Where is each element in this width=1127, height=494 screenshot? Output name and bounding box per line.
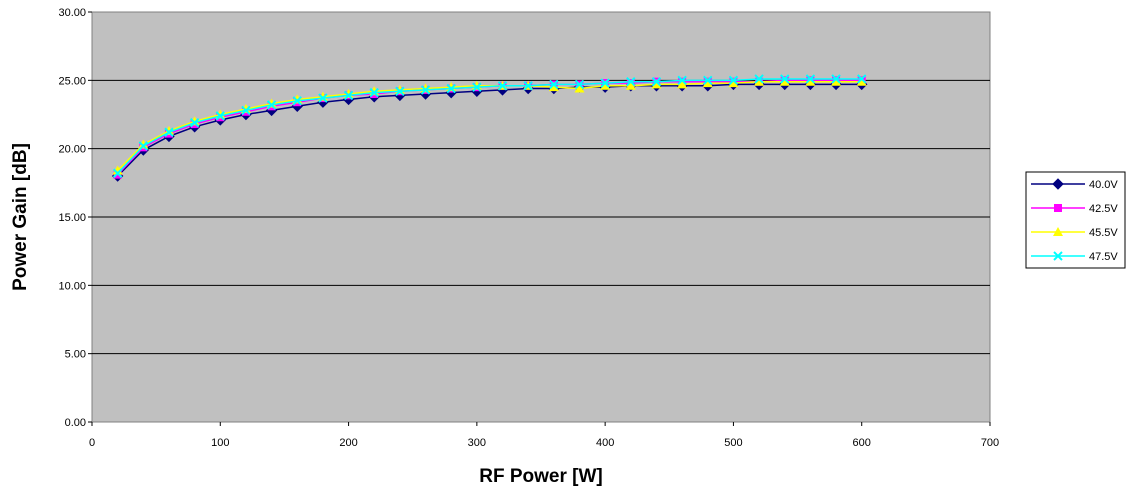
- data-point: [677, 79, 688, 89]
- data-point: [805, 74, 816, 84]
- data-point: [163, 125, 174, 135]
- data-point: [472, 82, 482, 92]
- series-2: [112, 76, 867, 175]
- data-point: [857, 74, 867, 84]
- data-point: [318, 93, 328, 103]
- data-point: [702, 78, 713, 88]
- data-point: [831, 74, 841, 84]
- y-tick-label: 30.00: [58, 7, 86, 19]
- data-point: [138, 139, 149, 149]
- legend-label: 45.5V: [1089, 227, 1118, 239]
- data-point: [343, 90, 354, 101]
- data-point: [549, 79, 559, 90]
- legend-marker: [1053, 227, 1063, 236]
- legend-box: [1025, 171, 1126, 269]
- data-point: [523, 81, 533, 91]
- legend-marker: [1054, 204, 1062, 212]
- legend-marker: [1052, 178, 1064, 190]
- data-point: [780, 74, 790, 84]
- y-tick-label: 0.00: [65, 417, 86, 429]
- x-tick-label: 200: [339, 437, 357, 449]
- data-point: [651, 79, 662, 89]
- y-axis-ticks: 0.00 5.00 10.00 15.00 20.00 25.00 30.00: [58, 7, 92, 429]
- data-point: [754, 76, 765, 86]
- data-point: [703, 75, 713, 86]
- data-point: [241, 105, 251, 116]
- legend-item: 42.5V: [1031, 203, 1118, 215]
- x-tick-label: 300: [468, 437, 486, 449]
- legend-item: 45.5V: [1031, 227, 1118, 239]
- y-tick-label: 20.00: [58, 144, 86, 156]
- y-axis-title: Power Gain [dB]: [10, 143, 31, 291]
- y-tick-label: 25.00: [58, 75, 86, 87]
- series-3: [112, 74, 867, 178]
- y-tick-label: 5.00: [65, 349, 86, 361]
- data-point: [779, 76, 790, 86]
- x-axis-ticks: 0 100 200 300 400 500 600 700: [89, 422, 999, 449]
- data-point: [728, 78, 739, 88]
- legend: 40.0V 42.5V 45.5V 47.5V: [1025, 171, 1126, 269]
- legend-label: 42.5V: [1089, 203, 1118, 215]
- data-point: [651, 76, 662, 87]
- legend-item: 40.0V: [1031, 178, 1118, 191]
- data-point: [831, 76, 842, 86]
- data-point: [292, 96, 302, 106]
- data-point: [420, 85, 431, 95]
- x-tick-label: 400: [596, 437, 614, 449]
- x-axis-title: RF Power [W]: [479, 466, 603, 487]
- data-point: [215, 111, 225, 121]
- data-point: [754, 74, 764, 84]
- y-tick-label: 10.00: [58, 280, 86, 292]
- data-point: [574, 83, 585, 93]
- legend-marker: [1053, 251, 1063, 261]
- legend-label: 47.5V: [1089, 251, 1118, 263]
- data-point: [112, 168, 123, 178]
- data-point: [625, 80, 636, 90]
- data-point: [856, 76, 867, 86]
- data-point: [728, 75, 739, 86]
- legend-item: 47.5V: [1031, 251, 1118, 263]
- legend-label: 40.0V: [1089, 179, 1118, 191]
- data-point: [266, 100, 277, 110]
- data-point: [626, 76, 636, 87]
- series-line: [117, 78, 862, 174]
- data-point: [446, 83, 456, 94]
- data-point: [677, 75, 687, 86]
- data-point: [112, 165, 123, 175]
- data-point: [138, 141, 149, 151]
- data-point: [395, 86, 405, 96]
- data-point: [548, 82, 559, 92]
- data-point: [164, 127, 174, 137]
- data-point: [600, 78, 610, 88]
- x-tick-label: 600: [853, 437, 871, 449]
- series-group: [111, 74, 868, 182]
- x-tick-label: 0: [89, 437, 95, 449]
- data-point: [189, 117, 200, 128]
- data-point: [805, 76, 816, 86]
- data-point: [574, 79, 585, 90]
- x-tick-label: 100: [211, 437, 229, 449]
- data-point: [600, 80, 611, 90]
- y-tick-label: 15.00: [58, 212, 86, 224]
- data-point: [369, 87, 379, 98]
- data-point: [497, 81, 508, 91]
- x-tick-label: 500: [724, 437, 742, 449]
- x-tick-label: 700: [981, 437, 999, 449]
